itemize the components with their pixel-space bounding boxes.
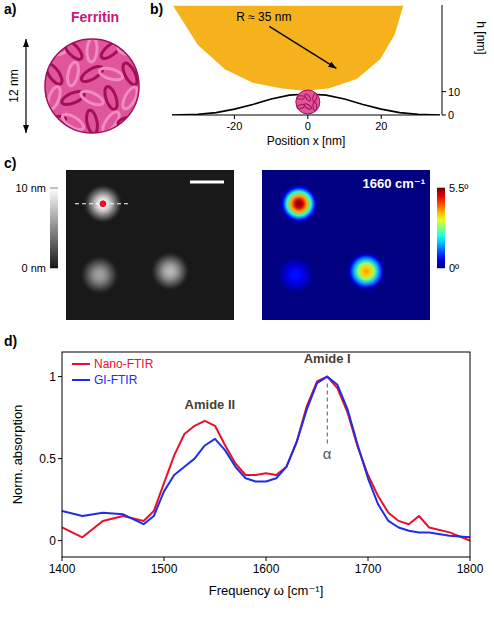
y-tick-label: 0.5 — [39, 452, 56, 466]
ribbon — [102, 85, 119, 111]
spectrum-line — [62, 377, 470, 538]
x-tick — [62, 557, 63, 561]
plot-frame — [62, 352, 470, 557]
colorbar-label: 10 nm — [15, 182, 46, 194]
y-tick — [58, 540, 62, 541]
y-tick — [58, 458, 62, 459]
particle — [275, 255, 315, 295]
colorbar-tick — [437, 268, 445, 269]
ribbon — [85, 109, 99, 134]
y-tick — [442, 91, 446, 92]
y-tick-label: 0 — [49, 534, 56, 548]
colorbar-tick — [50, 188, 58, 189]
y-tick-label: 0 — [448, 109, 454, 121]
panel-label: d) — [4, 333, 17, 349]
panel-label: b) — [150, 1, 163, 17]
particle — [150, 251, 190, 291]
colorbar-tick — [50, 268, 58, 269]
x-tick-label: 1600 — [253, 562, 280, 576]
x-tick-label: 1400 — [49, 562, 76, 576]
tip-area — [173, 6, 403, 91]
ribbon — [61, 38, 85, 62]
y-tick-label: 10 — [448, 86, 460, 98]
tip-position — [99, 200, 107, 208]
map-title: 1660 cm⁻¹ — [362, 176, 425, 191]
ferritin-ribbons — [41, 38, 142, 135]
x-tick-label: -20 — [226, 120, 242, 132]
particle — [279, 184, 319, 224]
colorbar-label: 5.5º — [449, 182, 468, 194]
x-tick — [368, 557, 369, 561]
ferritin-icon-ribbon — [296, 103, 305, 109]
x-tick — [164, 557, 165, 561]
size-arrow — [25, 39, 26, 133]
colorbar-label: 0 nm — [22, 262, 46, 274]
y-axis — [442, 5, 443, 115]
peak-guide — [327, 380, 328, 443]
legend-label: Nano-FTIR — [94, 357, 154, 371]
y-axis-title: h [nm] — [474, 21, 488, 54]
spectrum-line — [62, 377, 470, 541]
ferritin-icon-ribbon — [304, 93, 312, 102]
ferritin-outline — [45, 39, 139, 133]
radius-arrow — [269, 26, 336, 68]
colorbar-label: 0º — [449, 262, 459, 274]
size-label: 12 nm — [7, 69, 21, 102]
ribbon — [86, 38, 98, 63]
legend-label: GI-FTIR — [94, 373, 138, 387]
map-background — [262, 170, 430, 320]
ferritin-icon-ribbon — [297, 96, 305, 100]
ribbon — [98, 66, 124, 82]
colorbar — [50, 188, 58, 268]
annotation: Amide I — [304, 351, 351, 366]
plot-b — [172, 6, 440, 115]
annotation: α — [323, 445, 332, 462]
ribbon — [79, 89, 105, 108]
map-2 — [66, 170, 234, 320]
y-axis-title: Norm. absorption — [10, 405, 25, 505]
ferritin-icon — [296, 90, 320, 114]
colorbar-tick — [437, 188, 445, 189]
particle — [79, 255, 119, 295]
legend-swatch — [72, 363, 90, 365]
particle — [346, 251, 386, 291]
x-tick-label: 1800 — [457, 562, 484, 576]
annotation: R ≈ 35 nm — [236, 10, 291, 24]
y-tick-label: 1 — [49, 370, 56, 384]
y-tick — [58, 376, 62, 377]
legend-swatch — [72, 379, 90, 381]
map-3 — [262, 170, 430, 320]
x-tick-label: 20 — [375, 120, 387, 132]
plot-d — [62, 377, 470, 541]
x-axis-title: Position x [nm] — [267, 134, 346, 148]
ferritin-icon-ribbon — [313, 102, 317, 110]
x-tick — [266, 557, 267, 561]
ribbon — [45, 85, 63, 111]
colorbar — [437, 188, 445, 268]
panel-label: c) — [4, 155, 16, 171]
title: Ferritin — [71, 9, 119, 25]
x-tick — [307, 115, 308, 119]
ferritin-icon-ribbon — [312, 93, 318, 102]
panel-label: a) — [4, 1, 16, 17]
x-tick — [470, 557, 471, 561]
figure: a)Ferritin12 nmb)-20020010h [nm]Position… — [0, 0, 494, 617]
scale-bar — [190, 181, 224, 184]
x-tick-label: 1700 — [355, 562, 382, 576]
x-tick — [381, 115, 382, 119]
ribbon — [66, 61, 81, 87]
x-axis — [172, 115, 440, 116]
x-tick — [234, 115, 235, 119]
annotation: Amide II — [185, 397, 236, 412]
ferritin-icon-ribbon — [303, 103, 312, 110]
x-axis-title: Frequency ω [cm⁻¹] — [209, 583, 324, 598]
y-tick — [442, 115, 446, 116]
map-background — [66, 170, 234, 320]
x-tick-label: 1500 — [151, 562, 178, 576]
x-tick-label: 0 — [305, 120, 311, 132]
ferritin-sphere — [45, 39, 139, 133]
